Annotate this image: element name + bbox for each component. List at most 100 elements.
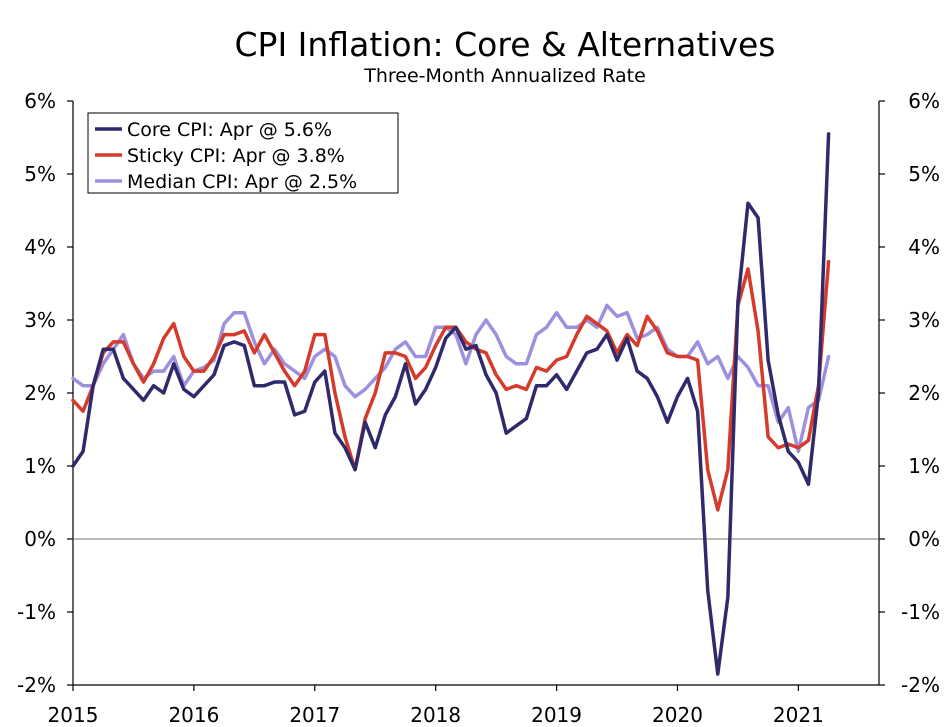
data-point [465,341,467,343]
data-point [334,392,336,394]
chart-subtitle: Three-Month Annualized Rate [363,65,646,87]
data-point [324,348,326,350]
data-point [132,363,135,365]
data-point [555,359,558,361]
data-point [163,392,165,394]
data-point [707,363,709,365]
data-point [555,312,558,314]
data-point [435,326,437,328]
x-tick-label: 2017 [289,703,340,727]
data-point [445,326,447,328]
y-tick-label-left: -2% [17,673,56,697]
y-tick-label-right: -2% [901,673,940,697]
data-point [636,370,638,372]
x-axis: 2015 2016 2017 2018 2019 2020 2021 [48,685,824,727]
data-point [263,385,266,387]
data-point [666,421,669,423]
data-point [616,315,618,317]
data-point [435,366,437,369]
data-point [525,388,527,390]
data-point [394,348,396,350]
y-tick-label-right: 6% [908,89,940,113]
chart-title: CPI Inflation: Core & Alternatives [235,25,776,64]
data-point [243,312,245,314]
x-tick-label: 2020 [652,703,703,727]
data-point [233,334,235,336]
data-point [525,417,527,420]
data-point [364,388,366,390]
data-point [183,388,185,390]
y-tick-label-right: 2% [908,381,940,405]
data-point [616,352,618,354]
data-point [777,414,779,416]
data-point [394,396,396,398]
data-point [606,304,608,306]
data-point [414,377,417,379]
data-point [707,469,709,471]
data-point [646,377,648,379]
data-point [697,410,699,412]
data-point [495,392,497,394]
x-tick-label: 2018 [410,703,461,727]
data-point [656,396,658,398]
y-tick-label-left: 3% [24,308,56,332]
data-point [233,312,235,314]
data-point [223,344,225,347]
data-point [707,589,709,591]
data-point [747,202,749,204]
data-point [576,334,578,336]
data-point [767,359,769,361]
data-point [566,355,568,358]
data-point [717,509,719,511]
x-tick-label: 2015 [48,703,99,727]
data-point [656,330,658,332]
y-tick-label-left: -1% [17,600,56,624]
data-point [163,370,165,372]
data-point [787,450,789,452]
data-point [273,381,276,383]
data-point [283,381,286,383]
data-point [253,352,255,354]
data-point [122,377,124,379]
y-tick-label-left: 2% [24,381,56,405]
data-point [112,341,114,343]
data-point [213,355,215,358]
data-point [253,385,255,387]
data-point [314,334,316,336]
data-point [455,326,457,328]
data-point [142,399,145,401]
data-point [646,334,648,336]
data-point [102,363,104,365]
data-point [203,370,205,372]
y-tick-label-right: 0% [908,527,940,551]
data-point [354,469,356,471]
data-point [787,407,789,409]
data-point [314,381,316,383]
data-point [586,352,588,354]
data-point [425,355,427,358]
x-tick-label: 2016 [168,703,219,727]
data-point [243,330,245,332]
data-point [153,370,155,372]
data-point [535,366,538,369]
data-point [304,377,306,379]
data-point [827,355,830,358]
data-point [596,323,598,325]
data-point [193,370,195,372]
legend-label-core-cpi: Core CPI: Apr @ 5.6% [127,119,332,141]
x-tick-label: 2019 [531,703,582,727]
legend-label-median-cpi: Median CPI: Apr @ 2.5% [127,171,357,193]
data-point [737,301,739,303]
data-point [606,330,608,332]
legend: Core CPI: Apr @ 5.6% Sticky CPI: Apr @ 3… [87,112,399,194]
data-point [827,133,830,135]
data-point [455,334,457,336]
data-point [626,337,628,339]
data-point [505,388,507,390]
data-point [364,421,366,423]
data-point [404,355,407,358]
data-point [807,439,810,442]
data-point [515,425,517,427]
data-point [475,334,477,336]
data-point [82,410,84,412]
